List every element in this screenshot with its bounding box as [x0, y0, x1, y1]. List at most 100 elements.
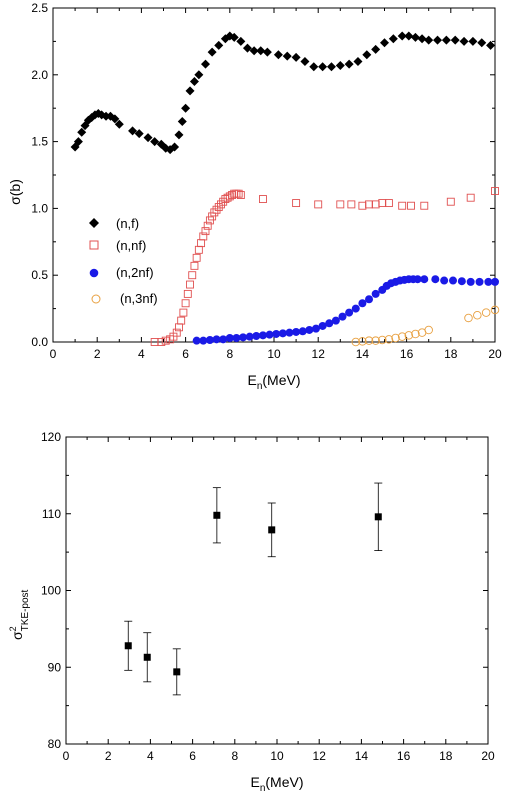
data-point-diamond: [388, 34, 398, 44]
data-point-diamond: [242, 43, 252, 53]
data-point-diamond: [291, 52, 301, 62]
top-x-axis-label-sub: n: [257, 381, 263, 392]
data-point-filled-circle: [475, 277, 484, 286]
bottom-axis-ticks: 0 2 4 6 8 10 12 14 16 18 20 80 90 100 110 120: [41, 430, 495, 763]
data-point-diamond: [170, 142, 180, 152]
data-point-diamond: [468, 36, 478, 46]
data-point-filled-circle: [285, 328, 294, 337]
data-point-diamond: [236, 36, 246, 46]
data-point-filled-circle: [371, 289, 380, 298]
data-point-open-circle: [351, 337, 361, 347]
data-point-filled-circle: [239, 333, 248, 342]
data-point-filled-circle: [199, 336, 208, 345]
data-point-diamond: [300, 56, 310, 66]
top-y-axis-label: σ(b): [7, 179, 23, 205]
data-point-filled-circle: [338, 312, 347, 321]
data-point-filled-circle: [431, 275, 440, 284]
data-point-open-square: [214, 203, 223, 212]
top-y-tick-label: 1.0: [31, 201, 48, 215]
data-point-diamond: [262, 47, 272, 57]
data-point-filled-circle: [278, 329, 287, 338]
data-point-diamond: [214, 40, 224, 50]
data-point-diamond: [282, 51, 292, 61]
bottom-x-tick-label: 4: [147, 749, 154, 763]
data-point-diamond: [73, 137, 83, 147]
data-point-diamond: [424, 35, 434, 45]
data-point-open-square: [491, 187, 499, 195]
data-point-open-square: [407, 201, 415, 210]
top-y-tick-label: 0.5: [31, 268, 48, 282]
top-x-tick-label: 2: [94, 347, 101, 361]
bottom-x-axis-label: En(MeV): [250, 774, 303, 794]
top-data-marks: [70, 31, 500, 347]
data-point-diamond: [143, 133, 153, 143]
top-x-tick-label: 18: [444, 347, 458, 361]
data-point-open-square: [192, 253, 201, 262]
data-point-filled-circle: [311, 324, 320, 333]
data-point-diamond: [128, 126, 138, 136]
data-point-diamond: [110, 114, 120, 124]
data-point-diamond: [441, 35, 451, 45]
data-point-filled-circle: [325, 319, 334, 328]
data-point-open-square: [172, 328, 181, 337]
data-point-diamond: [77, 127, 87, 137]
data-point-open-square: [365, 200, 373, 209]
bottom-x-tick-label: 16: [397, 749, 411, 763]
bottom-y-axis-label: σ2 TKE-post: [8, 589, 31, 640]
bottom-x-tick-label: 14: [355, 749, 369, 763]
legend-label: (n,nf): [116, 238, 146, 253]
data-point-filled-circle: [212, 335, 221, 344]
data-point-filled-circle: [491, 277, 499, 286]
data-point-diamond: [150, 137, 160, 147]
data-point-open-circle: [473, 311, 482, 320]
data-point-open-square: [205, 216, 214, 225]
data-point-open-circle: [364, 336, 374, 345]
data-point-diamond: [417, 34, 427, 44]
bottom-y-axis-label-sub: TKE-post: [20, 589, 31, 631]
legend-label: (n,f): [116, 216, 139, 231]
data-point-diamond: [177, 117, 187, 127]
bottom-x-axis-label-unit: (MeV): [265, 774, 303, 790]
bottom-y-axis-label-sup: 2: [8, 626, 18, 631]
data-point-filled-circle: [258, 331, 267, 340]
data-point-filled-circle: [232, 333, 241, 342]
data-point-open-square: [208, 212, 217, 221]
data-point-diamond: [380, 38, 389, 48]
top-x-tick-label: 10: [267, 347, 281, 361]
data-point-filled-circle: [272, 329, 281, 338]
data-point-open-circle: [481, 308, 491, 317]
data-point-diamond: [477, 38, 487, 48]
top-x-tick-label: 14: [356, 347, 370, 361]
top-x-tick-label: 6: [182, 347, 189, 361]
data-point-open-square: [210, 208, 219, 217]
legend-entry-nnf: (n,nf): [89, 238, 146, 253]
data-point-diamond: [450, 35, 460, 45]
top-y-tick-label: 0.0: [31, 335, 48, 349]
top-x-tick-label: 0: [50, 347, 57, 361]
data-point-open-circle: [397, 332, 407, 341]
data-point-diamond: [371, 44, 381, 54]
top-y-tick-label: 2.0: [31, 68, 48, 82]
data-point-diamond: [194, 70, 204, 80]
data-point-open-square: [179, 308, 188, 317]
data-point-open-square: [234, 189, 243, 198]
data-point-diamond: [410, 32, 420, 42]
top-x-axis-label-unit: (MeV): [262, 372, 300, 388]
bottom-data-marks: [124, 482, 383, 696]
legend-marker-open-square: [89, 240, 99, 250]
data-point-open-circle: [490, 305, 500, 315]
bottom-plot-frame: [65, 436, 489, 745]
data-point-open-circle: [464, 313, 473, 323]
data-point-open-square: [199, 232, 208, 241]
data-point-filled-circle: [219, 335, 228, 344]
data-point-open-circle: [391, 333, 400, 343]
data-point-filled-circle: [351, 304, 360, 313]
data-point-open-square: [212, 205, 221, 214]
data-point-open-circle: [384, 335, 394, 344]
data-point-open-circle: [411, 329, 420, 339]
data-point-filled-circle: [252, 331, 261, 340]
data-point-open-square: [384, 199, 393, 208]
data-point-square: [268, 526, 276, 534]
data-point-open-square: [190, 261, 199, 270]
